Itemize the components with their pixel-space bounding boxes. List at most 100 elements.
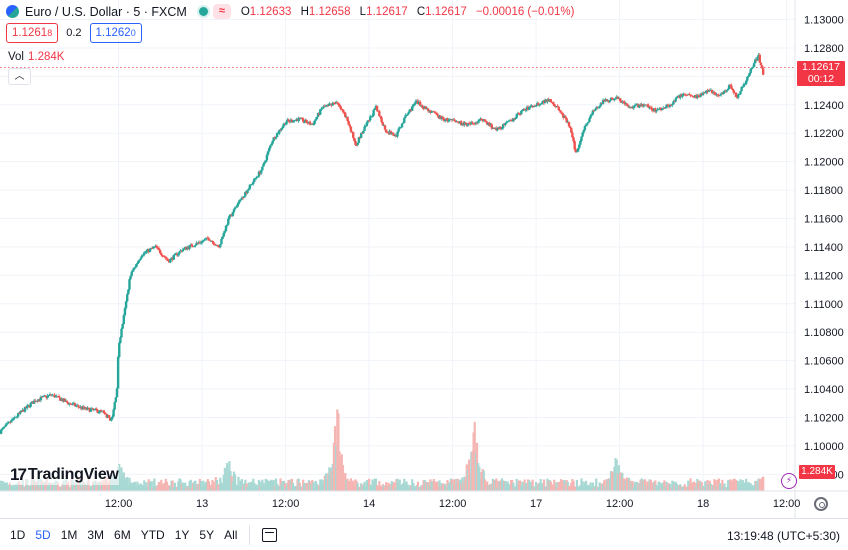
- candle-body: [1, 428, 4, 430]
- candle-body: [188, 245, 191, 249]
- candle-body: [322, 106, 325, 108]
- range-button-1y[interactable]: 1Y: [174, 527, 190, 542]
- volume-bar: [662, 482, 665, 491]
- range-button-ytd[interactable]: YTD: [140, 527, 165, 542]
- volume-bar: [570, 483, 573, 491]
- volume-bar: [153, 478, 156, 491]
- candle-body: [466, 123, 470, 126]
- candle-body: [221, 236, 224, 240]
- candle-body: [281, 126, 284, 129]
- candle-body: [123, 308, 127, 316]
- volume-bar: [700, 482, 703, 491]
- volume-bar: [445, 487, 448, 491]
- volume-bar: [514, 486, 517, 491]
- volume-bar: [471, 451, 474, 491]
- volume-bar: [579, 485, 582, 491]
- volume-bar: [676, 487, 680, 491]
- volume-bar: [281, 481, 284, 491]
- volume-bar: [319, 479, 322, 491]
- volume-bar: [557, 481, 560, 491]
- volume-bar: [391, 484, 395, 491]
- bar-countdown: 00:12: [807, 72, 835, 85]
- volume-bar: [115, 480, 119, 491]
- volume-bar: [293, 487, 296, 491]
- volume-bar: [264, 478, 267, 491]
- volume-bar: [421, 485, 424, 491]
- tradingview-logo[interactable]: 17 TradingView: [10, 465, 119, 485]
- volume-bar: [639, 479, 642, 491]
- candle-body: [570, 127, 573, 133]
- volume-bar: [448, 482, 451, 491]
- volume-bar: [59, 487, 62, 491]
- volume-bar: [622, 478, 625, 491]
- clock[interactable]: 13:19:48 (UTC+5:30): [726, 529, 840, 543]
- candle-body: [71, 403, 74, 405]
- candle-body: [683, 93, 687, 95]
- volume-bar: [62, 480, 65, 491]
- sell-button[interactable]: 1.12618: [6, 23, 59, 43]
- range-button-1d[interactable]: 1D: [10, 527, 26, 542]
- go-to-date-icon[interactable]: [262, 527, 278, 542]
- buy-button[interactable]: 1.12620: [89, 23, 142, 43]
- volume-bar: [220, 482, 223, 491]
- volume-bar: [715, 486, 718, 491]
- volume-bar: [232, 471, 236, 491]
- candle-body: [556, 106, 559, 107]
- volume-bar: [350, 482, 354, 491]
- candle-body: [359, 133, 363, 138]
- candle-body: [380, 117, 383, 123]
- settings-icon[interactable]: [814, 497, 828, 511]
- x-tick-label: 12:00: [439, 498, 467, 510]
- volume-bar: [636, 481, 639, 491]
- volume-bar: [321, 485, 324, 491]
- volume-bar: [140, 484, 144, 491]
- range-button-5d[interactable]: 5D: [35, 527, 51, 542]
- symbol-title[interactable]: Euro / U.S. Dollar · 5 · FXCM: [25, 4, 187, 19]
- range-button-all[interactable]: All: [224, 527, 238, 542]
- range-button-6m[interactable]: 6M: [114, 527, 131, 542]
- volume-bar: [352, 480, 355, 491]
- euro-dollar-symbol-icon[interactable]: [6, 5, 19, 18]
- collapse-chevron-icon[interactable]: ︿: [8, 68, 31, 85]
- volume-legend[interactable]: Vol 1.284K: [8, 51, 64, 63]
- candle-body: [69, 403, 72, 405]
- volume-bar: [35, 482, 38, 491]
- volume-badge: 1.284K: [799, 465, 835, 479]
- candle-body: [2, 427, 5, 429]
- volume-bar: [524, 482, 527, 491]
- volume-bar: [513, 487, 516, 491]
- bolt-icon[interactable]: ⚡: [781, 473, 797, 489]
- price-chart[interactable]: 1.130001.128001.126001.124001.122001.120…: [0, 0, 848, 518]
- volume-bar: [180, 483, 183, 491]
- volume-bar: [395, 479, 398, 491]
- candle-body: [741, 86, 744, 88]
- volume-bar: [223, 467, 226, 491]
- volume-bar: [120, 467, 123, 491]
- volume-bar: [214, 477, 217, 491]
- volume-bar: [289, 479, 292, 491]
- volume-bar: [612, 472, 615, 491]
- replay-icon[interactable]: ≈: [212, 4, 231, 19]
- volume-bar: [106, 486, 109, 491]
- candle-body: [278, 129, 281, 134]
- range-button-1m[interactable]: 1M: [60, 527, 78, 542]
- volume-bar: [536, 485, 539, 491]
- volume-bar: [294, 486, 297, 491]
- y-tick-label: 1.11000: [804, 299, 843, 311]
- volume-bar: [473, 421, 476, 491]
- candle-body: [224, 225, 228, 232]
- volume-bar: [331, 463, 334, 491]
- candle-body: [37, 399, 40, 402]
- candle-body: [19, 411, 22, 414]
- volume-bar: [740, 484, 743, 491]
- volume-bar: [162, 484, 165, 491]
- market-status-icon[interactable]: [196, 5, 210, 18]
- candle-body: [269, 145, 272, 149]
- range-button-3m[interactable]: 3M: [87, 527, 105, 542]
- candle-body: [333, 103, 337, 105]
- candle-body: [660, 108, 664, 111]
- candle-body: [241, 197, 245, 199]
- volume-bar: [546, 478, 549, 491]
- range-button-5y[interactable]: 5Y: [199, 527, 215, 542]
- volume-bar: [438, 480, 441, 491]
